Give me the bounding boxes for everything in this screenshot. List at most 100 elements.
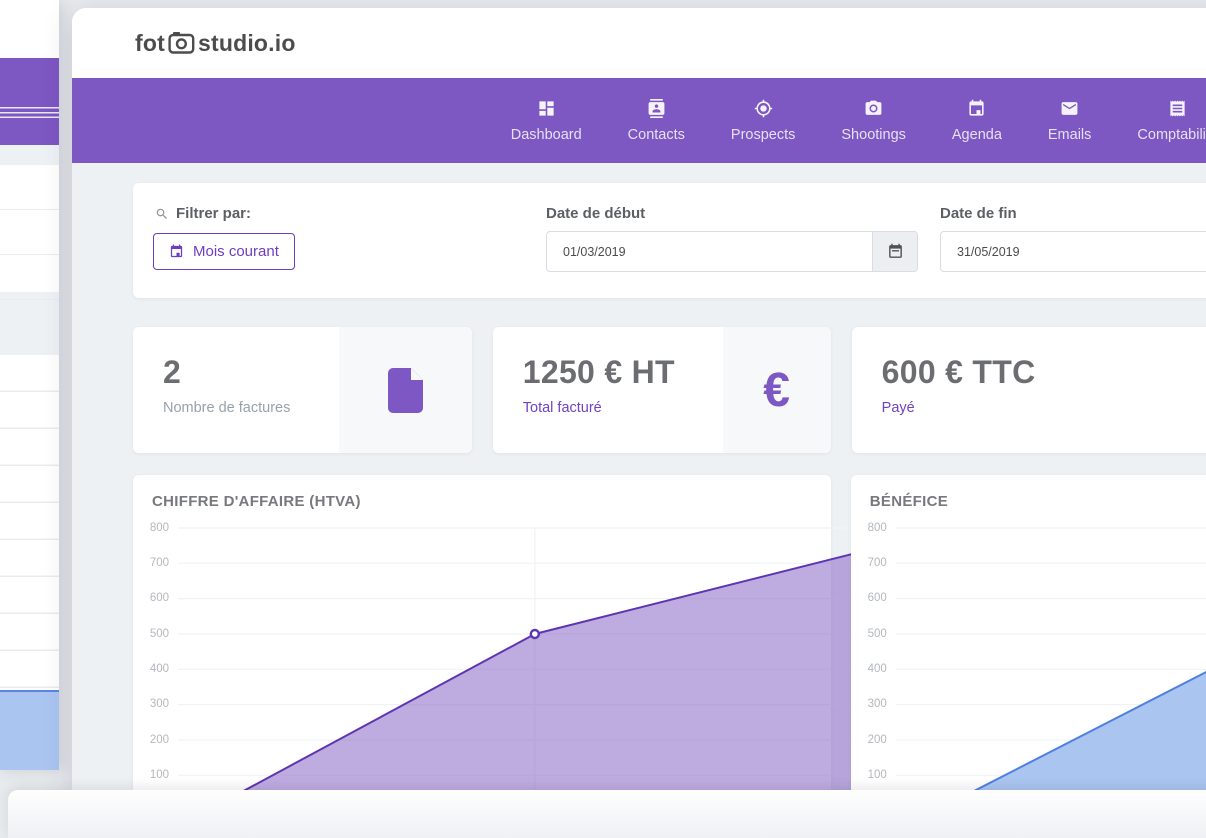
invoice-count-label: Nombre de factures [163, 400, 291, 416]
profit-chart-title: BÉNÉFICE [869, 493, 949, 510]
table-row [0, 210, 59, 255]
y-axis-tick: 200 [867, 734, 887, 746]
camera-logo-icon [168, 32, 195, 54]
profit-area-chart [895, 527, 1206, 790]
dashboard-icon [539, 100, 554, 116]
date-end-field [940, 231, 1206, 272]
current-month-button[interactable]: Mois courant [153, 233, 295, 270]
background-window-navbar [0, 58, 59, 145]
nav-item-shootings[interactable]: Shootings [841, 99, 906, 143]
total-invoiced-label: Total facturé [522, 400, 602, 416]
invoice-document-icon [388, 368, 424, 413]
background-chart-area [0, 690, 59, 770]
date-start-group: Date de début [546, 205, 918, 272]
filter-card: Filtrer par: Mois courant Date de début [133, 183, 1206, 298]
nav-label: Comptabilité [1137, 126, 1206, 143]
invoice-count-value: 2 [163, 354, 182, 390]
revenue-chart-card: CHIFFRE D'AFFAIRE (HTVA) 800 700 600 500… [133, 475, 886, 790]
envelope-icon [1061, 101, 1078, 115]
nav-label: Contacts [627, 126, 685, 143]
y-axis-tick: 700 [149, 557, 169, 569]
search-icon [156, 208, 167, 219]
stat-icon-panel: € [722, 327, 831, 453]
background-table-rows [0, 355, 59, 690]
nav-label: Emails [1047, 126, 1092, 143]
y-axis-tick: 100 [149, 769, 169, 781]
stat-card-paid: 600 € TTC Payé [851, 327, 1206, 453]
filter-by-label: Filtrer par: [155, 205, 251, 222]
date-end-group: Date de fin [940, 205, 1206, 272]
nav-item-contacts[interactable]: Contacts [627, 98, 685, 143]
nav-item-comptabilite[interactable]: Comptabilité [1137, 99, 1206, 143]
filter-by-text: Filtrer par: [176, 205, 252, 222]
date-end-label: Date de fin [940, 205, 1017, 222]
y-axis-tick: 800 [867, 522, 887, 534]
target-icon [754, 99, 772, 117]
y-axis-tick: 200 [149, 734, 169, 746]
profit-chart-card: BÉNÉFICE 800 700 600 500 400 300 200 100 [850, 475, 1206, 790]
date-end-input[interactable] [941, 232, 1206, 271]
nav-label: Shootings [841, 126, 906, 143]
foreground-footer-bar [8, 790, 1206, 838]
y-axis-tick: 800 [149, 522, 169, 534]
paid-value: 600 € TTC [881, 354, 1036, 390]
logo-prefix: fot [135, 29, 165, 56]
stat-text: 1250 € HT Total facturé [493, 327, 723, 453]
total-invoiced-value: 1250 € HT [522, 354, 675, 390]
stat-card-invoices: 2 Nombre de factures [133, 327, 472, 453]
contact-card-icon [648, 98, 665, 118]
revenue-area-chart [178, 527, 886, 790]
revenue-chart-title: CHIFFRE D'AFFAIRE (HTVA) [152, 493, 361, 510]
receipt-icon [1170, 100, 1185, 116]
nav-item-prospects[interactable]: Prospects [731, 99, 795, 143]
app-window: fot studio.io Dashboard Contacts Pros [72, 8, 1206, 790]
date-start-label: Date de début [546, 205, 646, 222]
y-axis-tick: 300 [867, 698, 887, 710]
stat-text: 600 € TTC Payé [852, 327, 1206, 453]
background-table-rows [0, 165, 59, 300]
app-logo[interactable]: fot studio.io [135, 30, 296, 57]
charts-row: CHIFFRE D'AFFAIRE (HTVA) 800 700 600 500… [133, 475, 1206, 790]
revenue-y-axis: 800 700 600 500 400 300 200 100 [133, 521, 169, 790]
euro-icon: € [763, 363, 790, 417]
calendar-icon [888, 243, 902, 258]
y-axis-tick: 600 [867, 592, 887, 604]
stats-row: 2 Nombre de factures 1250 € HT Total fac… [133, 327, 1206, 453]
nav-item-agenda[interactable]: Agenda [952, 99, 1002, 143]
date-start-picker-button[interactable] [872, 232, 917, 271]
table-row [0, 255, 59, 300]
calendar-icon [969, 99, 985, 116]
nav-label: Agenda [951, 126, 1002, 143]
nav-label: Prospects [730, 126, 796, 143]
y-axis-tick: 400 [867, 663, 887, 675]
app-header: fot studio.io [72, 8, 1206, 78]
background-window-header [0, 0, 59, 58]
nav-item-dashboard[interactable]: Dashboard [511, 99, 582, 143]
logo-suffix: studio.io [197, 29, 296, 56]
nav-item-emails[interactable]: Emails [1047, 99, 1092, 143]
stat-card-total-invoiced: 1250 € HT Total facturé € [492, 327, 831, 453]
paid-label: Payé [881, 400, 915, 416]
background-window [0, 0, 59, 770]
current-month-label: Mois courant [193, 243, 279, 260]
calendar-icon [170, 244, 183, 258]
background-window-nav-text [0, 107, 59, 121]
y-axis-tick: 300 [149, 698, 169, 710]
table-row [0, 165, 59, 210]
y-axis-tick: 600 [149, 592, 169, 604]
y-axis-tick: 100 [867, 769, 887, 781]
y-axis-tick: 500 [867, 628, 887, 640]
profit-y-axis: 800 700 600 500 400 300 200 100 [851, 521, 887, 790]
main-navbar: Dashboard Contacts Prospects Shootings A… [72, 78, 1206, 163]
stat-text: 2 Nombre de factures [133, 327, 339, 453]
nav-label: Dashboard [510, 126, 582, 143]
stat-icon-panel [338, 327, 472, 453]
y-axis-tick: 500 [149, 628, 169, 640]
date-start-field [546, 231, 918, 272]
dashboard-content: Filtrer par: Mois courant Date de début [72, 163, 1206, 790]
y-axis-tick: 700 [867, 557, 887, 569]
background-window-content [0, 145, 59, 770]
camera-icon [865, 100, 882, 115]
date-start-input[interactable] [547, 232, 872, 271]
